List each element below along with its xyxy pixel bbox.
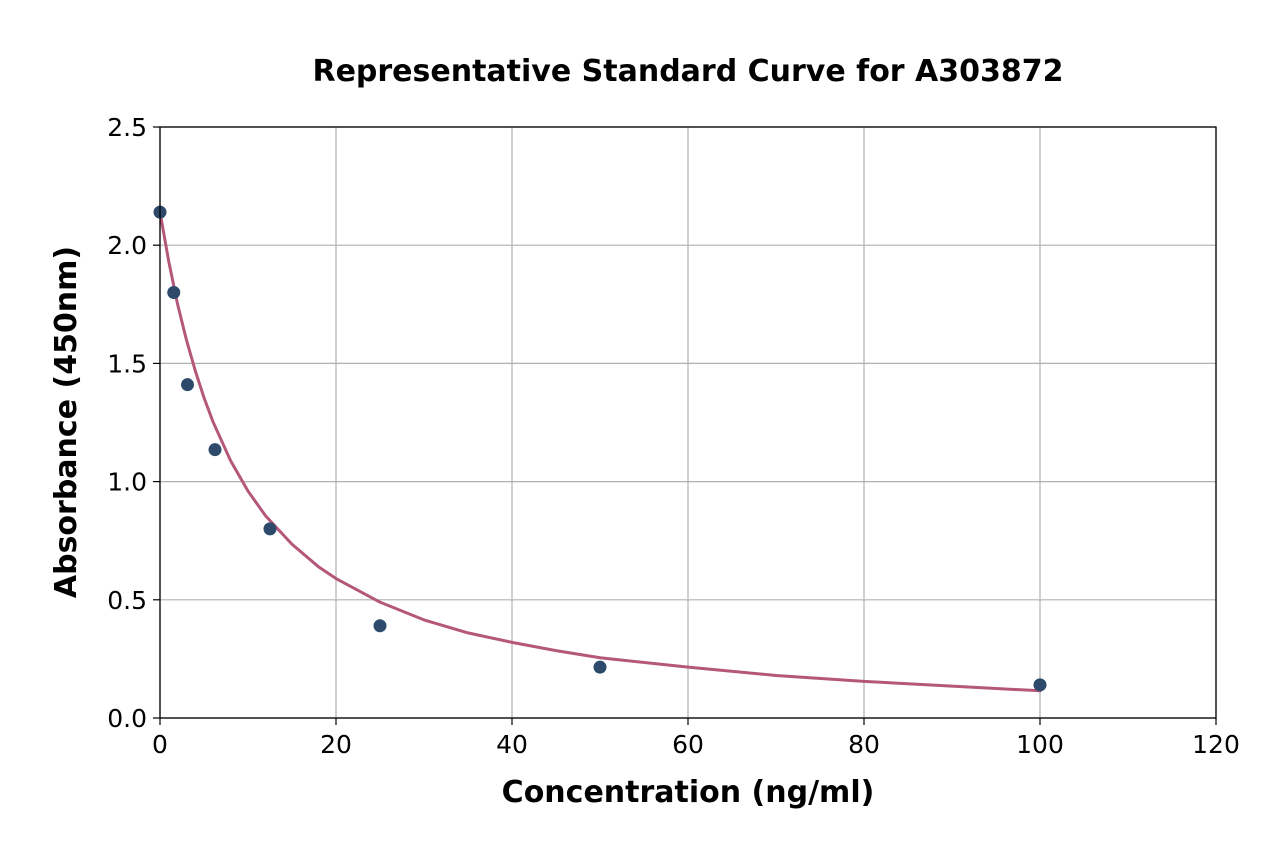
data-point (593, 660, 607, 674)
x-tick-label: 100 (1016, 730, 1064, 759)
x-axis-label: Concentration (ng/ml) (502, 775, 875, 810)
data-point (1033, 678, 1047, 692)
x-tick-label: 0 (152, 730, 168, 759)
data-point (208, 443, 222, 457)
data-points-layer (153, 205, 1047, 692)
y-tick-label: 1.5 (107, 349, 147, 378)
data-point (263, 522, 277, 536)
y-axis-label: Absorbance (450nm) (49, 246, 84, 598)
x-tick-label: 40 (496, 730, 528, 759)
data-point (167, 285, 181, 299)
y-tick-label: 0.0 (107, 704, 147, 733)
y-tick-label: 2.0 (107, 231, 147, 260)
y-tick-label: 2.5 (107, 113, 147, 142)
x-tick-label: 80 (848, 730, 880, 759)
x-tick-label: 120 (1192, 730, 1240, 759)
x-tick-label: 60 (672, 730, 704, 759)
fitted-curve-line (158, 210, 1042, 693)
y-tick-label: 1.0 (107, 468, 147, 497)
data-point (181, 378, 194, 392)
chart-title: Representative Standard Curve for A30387… (312, 54, 1063, 89)
y-tick-label: 0.5 (107, 586, 147, 615)
fitted-curve-layer (158, 210, 1042, 693)
data-point (373, 619, 387, 633)
x-tick-label: 20 (320, 730, 352, 759)
y-axis-ticks: 0.0 0.5 1.0 1.5 2.0 2.5 (107, 113, 160, 733)
x-axis-ticks: 0 20 40 60 80 100 120 (152, 718, 1240, 759)
